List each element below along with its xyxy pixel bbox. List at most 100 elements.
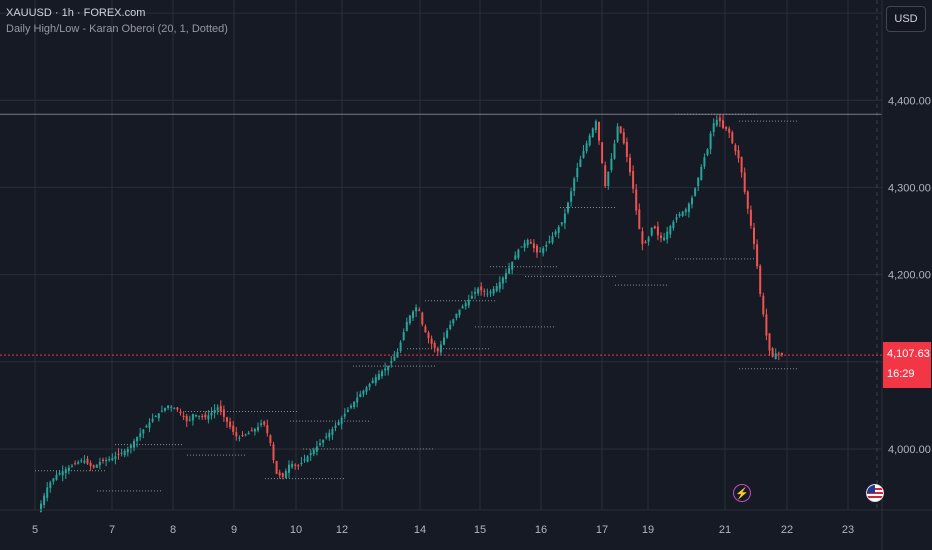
x-tick-label: 16	[535, 524, 547, 536]
candle-body	[353, 401, 356, 408]
candle-body	[542, 248, 545, 254]
candle-body	[384, 368, 387, 371]
candle-body	[247, 432, 250, 435]
candle-body	[731, 132, 734, 144]
candle-body	[142, 429, 145, 434]
x-tick-label: 19	[642, 524, 654, 536]
candle-body	[250, 430, 253, 432]
candle-body	[145, 426, 148, 428]
candle-body	[412, 311, 414, 318]
candle-body	[464, 303, 467, 307]
candle-body	[170, 406, 173, 408]
candle-body	[545, 244, 548, 247]
candle-body	[216, 407, 219, 411]
candle-body	[111, 457, 114, 461]
candle-body	[722, 120, 724, 128]
candle-body	[526, 239, 529, 246]
candle-body	[46, 487, 49, 498]
candle-body	[309, 453, 312, 456]
candle-body	[753, 227, 755, 244]
x-tick-label: 15	[474, 524, 486, 536]
candle-body	[312, 449, 315, 455]
candle-body	[746, 191, 749, 209]
candle-body	[322, 440, 325, 443]
x-tick-label: 10	[290, 524, 302, 536]
candle-body	[129, 445, 132, 448]
candle-body	[511, 261, 514, 270]
candle-body	[195, 414, 197, 417]
candle-body	[71, 465, 73, 467]
candle-body	[387, 365, 390, 371]
candle-body	[222, 409, 225, 417]
candle-body	[49, 482, 52, 488]
candle-body	[269, 435, 272, 444]
daily-high-low-levels	[0, 113, 882, 492]
candle-body	[505, 273, 507, 280]
candle-body	[663, 237, 666, 241]
candle-body	[489, 291, 492, 294]
candle-body	[635, 189, 638, 211]
candle-body	[300, 462, 303, 464]
candle-body	[492, 288, 495, 294]
candle-body	[523, 243, 526, 248]
candle-body	[737, 150, 740, 159]
candle-body	[241, 435, 244, 437]
candle-body	[622, 132, 625, 144]
last-price-value: 4,107.63	[887, 348, 930, 360]
candle-body	[331, 429, 334, 435]
candle-body	[284, 470, 287, 479]
candle-body	[229, 421, 232, 427]
candle-body	[263, 421, 266, 425]
candle-body	[486, 293, 489, 295]
candle-body	[591, 128, 594, 137]
candle-body	[303, 459, 306, 461]
candle-body	[650, 227, 653, 236]
candle-body	[381, 371, 383, 377]
indicator-title[interactable]: Daily High/Low - Karan Oberoi (20, 1, Do…	[6, 23, 228, 35]
candle-body	[371, 380, 374, 384]
candle-body	[734, 145, 737, 152]
candle-body	[346, 409, 349, 412]
candle-body	[697, 177, 700, 187]
candle-body	[61, 471, 64, 476]
candle-body	[653, 226, 656, 229]
candle-body	[647, 237, 650, 242]
candle-body	[148, 422, 151, 428]
candle-body	[449, 324, 452, 330]
candle-body	[656, 226, 659, 236]
candle-body	[157, 413, 160, 419]
candle-body	[585, 143, 588, 152]
candle-body	[198, 415, 201, 417]
candle-body	[77, 462, 80, 464]
currency-button[interactable]: USD	[886, 6, 926, 32]
candle-body	[762, 295, 765, 315]
candle-body	[446, 330, 449, 338]
lightning-bolt-icon[interactable]: ⚡	[733, 484, 751, 502]
candle-body	[226, 417, 228, 422]
candle-body	[594, 121, 597, 131]
symbol-title[interactable]: XAUUSD · 1h · FOREX.com	[6, 7, 146, 19]
candle-body	[433, 342, 436, 348]
candle-body	[517, 249, 520, 258]
x-tick-label: 8	[170, 524, 176, 536]
candle-body	[551, 236, 554, 243]
candle-body	[164, 407, 166, 411]
x-tick-label: 23	[842, 524, 854, 536]
candle-body	[294, 464, 297, 466]
candle-body	[399, 342, 402, 352]
candle-body	[67, 467, 70, 472]
candle-body	[539, 251, 542, 253]
candle-body	[151, 418, 154, 422]
candle-body	[768, 333, 771, 351]
candle-body	[390, 361, 393, 364]
candle-body	[467, 299, 470, 306]
candle-body	[666, 231, 669, 240]
candle-body	[188, 419, 191, 421]
candle-body	[408, 315, 411, 324]
x-tick-label: 22	[781, 524, 793, 536]
candle-body	[235, 432, 238, 437]
candle-body	[427, 332, 430, 339]
candle-body	[625, 141, 628, 157]
us-flag-icon[interactable]	[866, 484, 884, 502]
